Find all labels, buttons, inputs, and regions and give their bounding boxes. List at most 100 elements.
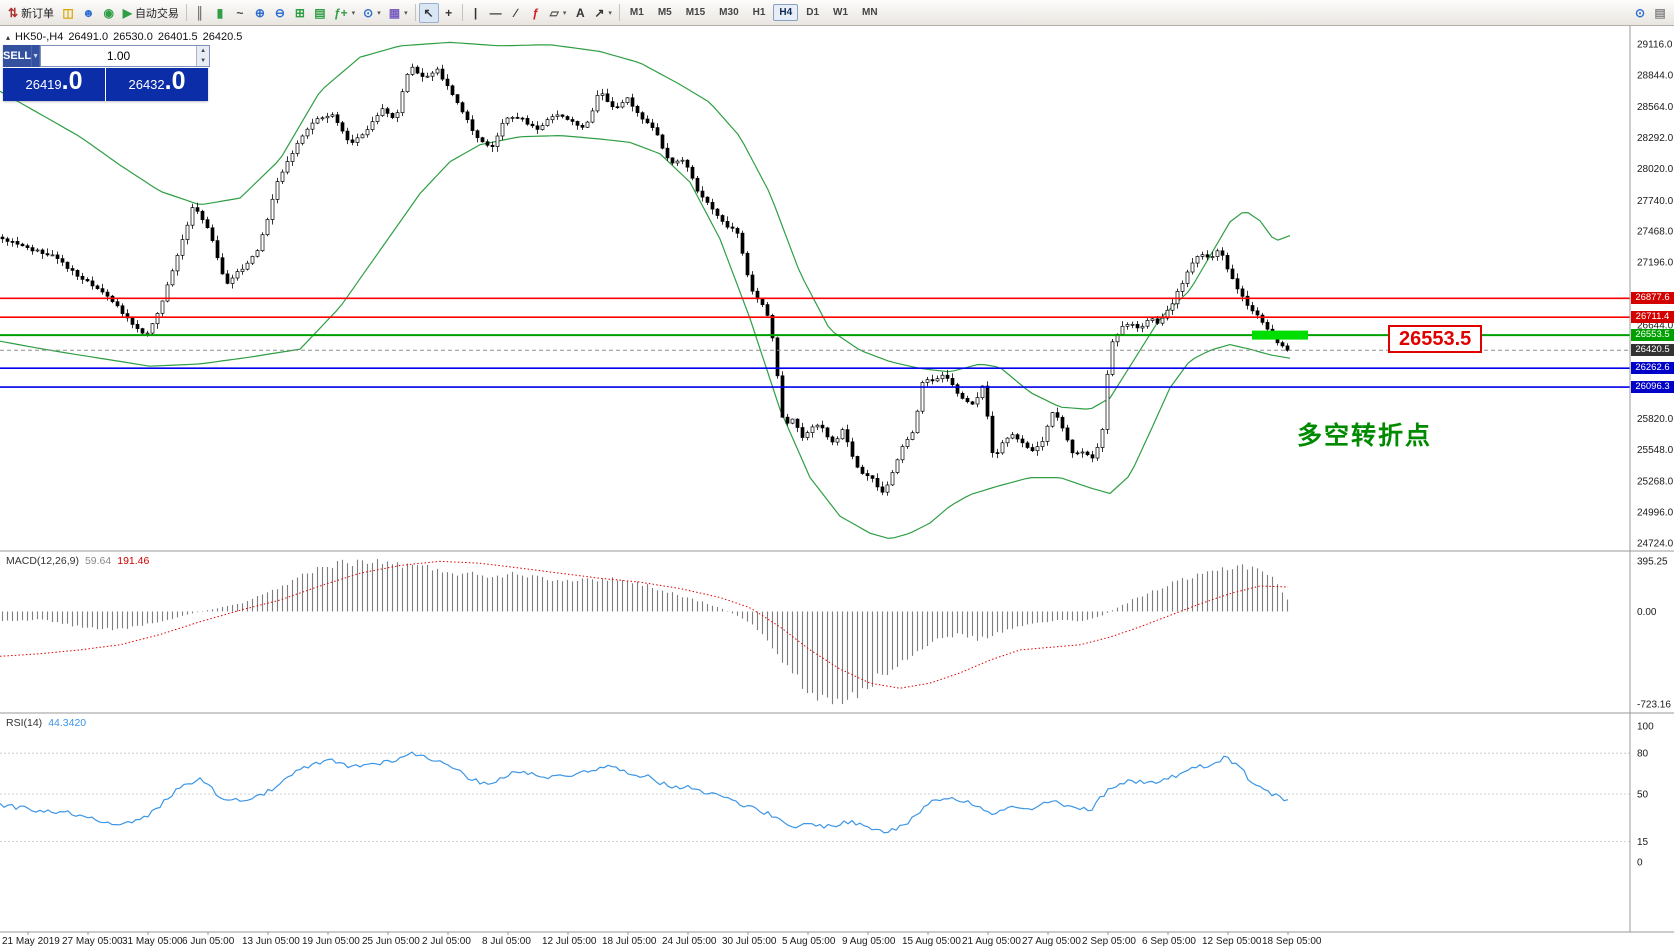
price-badge: 26420.5 (1631, 344, 1674, 356)
zoom-in-button[interactable]: ⊕ (250, 3, 270, 23)
timeframe-h1[interactable]: H1 (752, 7, 766, 18)
templates-button[interactable]: ▦ ▾ (385, 3, 412, 23)
symbol-period: HK50-,H4 (15, 31, 64, 43)
zoom-out-button[interactable]: ⊖ (270, 3, 290, 23)
crosshair-button[interactable]: + (439, 3, 459, 23)
candlestick-chart-icon: ▮ (216, 5, 224, 20)
svg-text:5 Aug 05:00: 5 Aug 05:00 (782, 936, 836, 947)
svg-text:28292.0: 28292.0 (1637, 133, 1674, 144)
one-click-trading-panel: SELL ▼ ▲ ▼ BUY 26419.0 26432.0 (3, 45, 233, 101)
candles-layer (0, 63, 1290, 496)
svg-text:0.00: 0.00 (1637, 607, 1657, 618)
ohlc-open: 26491.0 (68, 31, 109, 43)
chevron-down-icon[interactable]: ▾ (377, 9, 381, 17)
timeframe-h4[interactable]: H4 (773, 4, 799, 21)
price-axis: 29116.0 28844.0 28564.0 28292.0 28020.0 27740… (1637, 40, 1674, 869)
timeframe-m30[interactable]: M30 (719, 7, 739, 18)
toolbar-separator (414, 4, 416, 21)
alerts-icon[interactable]: ◉ (99, 3, 119, 23)
indicators-icon: ƒ+ (333, 5, 348, 20)
volume-up-button[interactable]: ▲ (197, 46, 210, 56)
sell-button[interactable]: SELL (3, 50, 32, 62)
sell-price-button[interactable]: 26419.0 (3, 68, 105, 101)
svg-text:24724.0: 24724.0 (1637, 539, 1674, 550)
price-badge: 26553.5 (1631, 329, 1674, 341)
tile-windows-button[interactable]: ⊞ (290, 3, 310, 23)
shapes-icon: ▱ (549, 5, 559, 20)
chevron-down-icon[interactable]: ▾ (404, 9, 408, 17)
svg-text:6 Sep 05:00: 6 Sep 05:00 (1142, 936, 1196, 947)
volume-input[interactable] (41, 46, 197, 66)
svg-text:25548.0: 25548.0 (1637, 445, 1674, 456)
toolbar-right-group: ⊙ ▤ (1630, 3, 1670, 23)
volume-down-button[interactable]: ▼ (197, 56, 210, 66)
horizontal-line-button[interactable]: — (486, 3, 506, 23)
horizontal-line-icon: — (489, 5, 502, 20)
svg-text:-723.16: -723.16 (1637, 700, 1671, 711)
buy-price-button[interactable]: 26432.0 (106, 68, 208, 101)
fibonacci-button[interactable]: ƒ (526, 3, 546, 23)
level-price-label[interactable]: 26553.5 (1388, 325, 1483, 353)
sell-price-main: 26419 (25, 77, 62, 92)
ohlc-high: 26530.0 (113, 31, 153, 43)
panel-separators (0, 26, 1674, 933)
timeframe-w1[interactable]: W1 (833, 7, 849, 18)
candlestick-chart-button[interactable]: ▮ (210, 3, 230, 23)
svg-text:28020.0: 28020.0 (1637, 164, 1674, 175)
sell-options-caret[interactable]: ▼ (31, 45, 41, 67)
svg-text:25820.0: 25820.0 (1637, 414, 1674, 425)
trendline-button[interactable]: ∕ (506, 3, 526, 23)
svg-text:30 Jul 05:00: 30 Jul 05:00 (722, 936, 777, 947)
templates-icon: ▦ (388, 5, 401, 20)
chevron-down-icon[interactable]: ▾ (608, 9, 612, 17)
highlighted-level-segment[interactable] (1252, 330, 1308, 340)
svg-text:2 Jul 05:00: 2 Jul 05:00 (422, 936, 471, 947)
bar-chart-icon: ║ (195, 5, 205, 20)
profile-icon[interactable]: ☻ (78, 3, 99, 23)
timeframe-m1[interactable]: M1 (629, 7, 644, 18)
chart-window-icon[interactable]: ◫ (58, 3, 78, 23)
svg-text:27468.0: 27468.0 (1637, 227, 1674, 238)
line-chart-button[interactable]: ~ (230, 3, 250, 23)
svg-text:26644.0: 26644.0 (1637, 320, 1674, 331)
tile-windows-icon: ⊞ (294, 5, 305, 20)
timeframe-m5[interactable]: M5 (657, 7, 672, 18)
autotrading-button[interactable]: ▶ 自动交易 (119, 3, 183, 23)
svg-text:27 May 05:00: 27 May 05:00 (62, 936, 123, 947)
vertical-line-button[interactable]: | (466, 3, 486, 23)
search-icon[interactable]: ⊙ (1630, 3, 1650, 23)
price-badge: 26711.4 (1631, 311, 1674, 323)
svg-text:19 Jun 05:00: 19 Jun 05:00 (302, 936, 360, 947)
svg-text:27196.0: 27196.0 (1637, 258, 1674, 269)
profiles-button[interactable]: ▤ (310, 3, 330, 23)
svg-text:2 Sep 05:00: 2 Sep 05:00 (1082, 936, 1136, 947)
svg-text:21 May 2019: 21 May 2019 (2, 936, 60, 947)
indicators-button[interactable]: ƒ+ ▾ (330, 3, 359, 23)
svg-text:15 Aug 05:00: 15 Aug 05:00 (902, 936, 961, 947)
chevron-down-icon[interactable]: ▾ (562, 9, 567, 17)
annotation-text[interactable]: 多空转折点 (1297, 422, 1433, 450)
svg-text:25268.0: 25268.0 (1637, 477, 1674, 488)
profile-icon-icon: ☻ (82, 5, 95, 20)
timeframe-d1[interactable]: D1 (806, 7, 820, 18)
timeframe-m15[interactable]: M15 (685, 7, 706, 18)
svg-text:25 Jun 05:00: 25 Jun 05:00 (362, 936, 420, 947)
panels-icon[interactable]: ▤ (1650, 3, 1670, 23)
periods-button[interactable]: ⊙ ▾ (359, 3, 385, 23)
main-toolbar: ⇅ 新订单 ◫ ☻ ◉ ▶ 自动交易 ║ ▮ ~ ⊕ ⊖ ⊞ ▤ ƒ+ ▾ ⊙ ▾ ▦ ▾ ↖ + | — ∕ ƒ ▱ ▾ A ↗ ▾ M1 M… (0, 0, 1674, 26)
window-collapse-icon: ▴ (6, 33, 11, 42)
buy-price-frac: .0 (164, 67, 186, 95)
fibonacci-icon: ƒ (532, 5, 539, 20)
chevron-down-icon[interactable]: ▾ (351, 9, 356, 17)
bar-chart-button[interactable]: ║ (190, 3, 210, 23)
cursor-button[interactable]: ↖ (418, 2, 439, 23)
arrows-button[interactable]: ↗ ▾ (590, 3, 616, 23)
svg-text:31 May 05:00: 31 May 05:00 (122, 936, 183, 947)
shapes-button[interactable]: ▱ ▾ (546, 3, 571, 23)
timeframe-mn[interactable]: MN (862, 7, 878, 18)
buy-button[interactable]: BUY (210, 50, 234, 62)
text-button[interactable]: A (570, 3, 590, 23)
new-order-button[interactable]: ⇅ 新订单 (4, 3, 58, 23)
svg-text:6 Jun 05:00: 6 Jun 05:00 (182, 936, 235, 947)
